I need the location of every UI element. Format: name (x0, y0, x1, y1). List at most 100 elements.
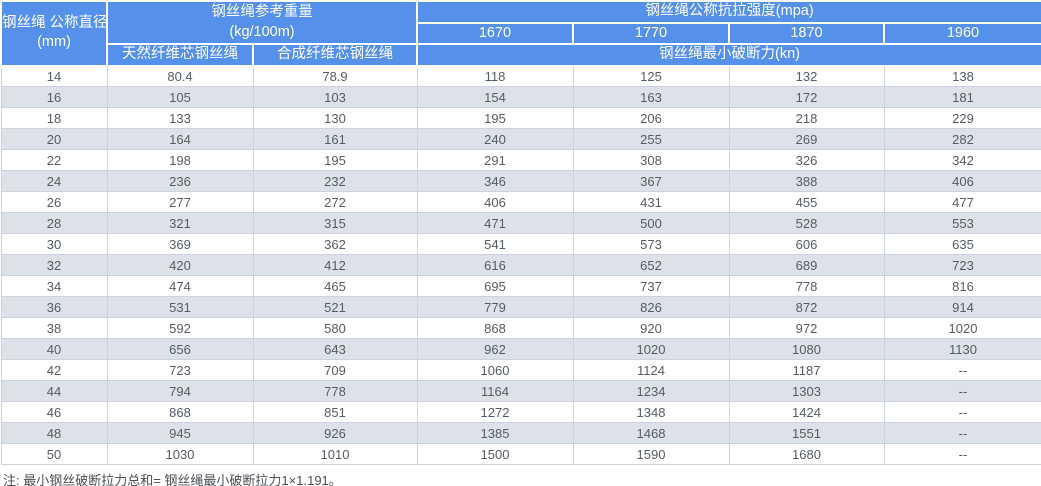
cell-value: 689 (728, 254, 885, 277)
cell-value: 1234 (572, 380, 730, 403)
cell-value: 1590 (572, 443, 730, 466)
cell-value: 474 (106, 275, 254, 298)
cell-value: 1680 (728, 443, 885, 466)
cell-value: 1030 (106, 443, 254, 466)
cell-value: 1124 (572, 359, 730, 382)
cell-value: 851 (252, 401, 418, 424)
header-weight-unit: (kg/100m) (229, 23, 295, 40)
cell-value: 282 (883, 128, 1041, 151)
table-row: 48 945 926 1385 1468 1551 -- (0, 422, 1041, 445)
cell-value: 531 (106, 296, 254, 319)
table-row: 42 723 709 1060 1124 1187 -- (0, 359, 1041, 382)
cell-value: 315 (252, 212, 418, 235)
cell-diameter: 28 (0, 212, 108, 235)
cell-diameter: 44 (0, 380, 108, 403)
cell-value: 1385 (416, 422, 574, 445)
cell-value: 972 (728, 317, 885, 340)
cell-value: 198 (106, 149, 254, 172)
table-row: 16 105 103 154 163 172 181 (0, 86, 1041, 109)
table-row: 32 420 412 616 652 689 723 (0, 254, 1041, 277)
cell-value: 1272 (416, 401, 574, 424)
cell-value: 778 (252, 380, 418, 403)
table-header: 钢丝绳 公称直径 (mm) 钢丝绳参考重量 (kg/100m) 钢丝绳公称抗拉强… (0, 0, 1041, 67)
cell-diameter: 40 (0, 338, 108, 361)
header-weight-group: 钢丝绳参考重量 (kg/100m) (106, 0, 418, 46)
cell-value: 1551 (728, 422, 885, 445)
cell-value: 321 (106, 212, 254, 235)
cell-value: 1303 (728, 380, 885, 403)
cell-value: 1020 (883, 317, 1041, 340)
cell-value: 125 (572, 65, 730, 88)
cell-value: 78.9 (252, 65, 418, 88)
cell-value: 154 (416, 86, 574, 109)
header-diameter-unit: (mm) (37, 34, 71, 51)
table-row: 44 794 778 1164 1234 1303 -- (0, 380, 1041, 403)
header-row-2: 1670 1770 1870 1960 (1, 21, 1041, 46)
cell-value: 868 (416, 317, 574, 340)
cell-value: 118 (416, 65, 574, 88)
cell-value: 80.4 (106, 65, 254, 88)
cell-value: 920 (572, 317, 730, 340)
cell-value: -- (883, 380, 1041, 403)
cell-value: 695 (416, 275, 574, 298)
cell-value: 1060 (416, 359, 574, 382)
header-strength-group: 钢丝绳公称抗拉强度(mpa) (416, 0, 1041, 24)
cell-value: 962 (416, 338, 574, 361)
cell-value: 592 (106, 317, 254, 340)
cell-value: 161 (252, 128, 418, 151)
cell-value: 181 (883, 86, 1041, 109)
cell-value: 778 (728, 275, 885, 298)
cell-value: 471 (416, 212, 574, 235)
cell-value: 232 (252, 170, 418, 193)
cell-value: 1187 (728, 359, 885, 382)
cell-value: 500 (572, 212, 730, 235)
cell-value: 652 (572, 254, 730, 277)
cell-value: 255 (572, 128, 730, 151)
header-synthetic-fiber-core: 合成纤维芯钢丝绳 (252, 43, 418, 67)
cell-value: 105 (106, 86, 254, 109)
cell-value: 723 (106, 359, 254, 382)
cell-diameter: 20 (0, 128, 108, 151)
cell-diameter: 22 (0, 149, 108, 172)
cell-value: 206 (572, 107, 730, 130)
cell-value: 229 (883, 107, 1041, 130)
cell-value: 1080 (728, 338, 885, 361)
cell-value: 133 (106, 107, 254, 130)
header-row-1: 钢丝绳 公称直径 (mm) 钢丝绳参考重量 (kg/100m) 钢丝绳公称抗拉强… (0, 0, 1041, 67)
table-row: 14 80.4 78.9 118 125 132 138 (0, 65, 1041, 88)
table-row: 30 369 362 541 573 606 635 (0, 233, 1041, 256)
cell-value: 103 (252, 86, 418, 109)
cell-value: 195 (416, 107, 574, 130)
cell-value: 573 (572, 233, 730, 256)
cell-value: 308 (572, 149, 730, 172)
table-row: 20 164 161 240 255 269 282 (0, 128, 1041, 151)
cell-value: -- (883, 359, 1041, 382)
cell-diameter: 46 (0, 401, 108, 424)
cell-value: 163 (572, 86, 730, 109)
cell-diameter: 14 (0, 65, 108, 88)
cell-diameter: 18 (0, 107, 108, 130)
cell-value: 130 (252, 107, 418, 130)
cell-value: 528 (728, 212, 885, 235)
cell-value: 277 (106, 191, 254, 214)
cell-value: 240 (416, 128, 574, 151)
cell-value: -- (883, 422, 1041, 445)
cell-value: 926 (252, 422, 418, 445)
cell-value: 431 (572, 191, 730, 214)
cell-diameter: 32 (0, 254, 108, 277)
cell-value: 872 (728, 296, 885, 319)
cell-value: 1164 (416, 380, 574, 403)
cell-value: 1348 (572, 401, 730, 424)
header-weight-label: 钢丝绳参考重量 (211, 4, 313, 20)
table-row: 40 656 643 962 1020 1080 1130 (0, 338, 1041, 361)
table-row: 22 198 195 291 308 326 342 (0, 149, 1041, 172)
cell-value: 723 (883, 254, 1041, 277)
cell-value: 521 (252, 296, 418, 319)
cell-value: 164 (106, 128, 254, 151)
cell-value: 269 (728, 128, 885, 151)
cell-diameter: 24 (0, 170, 108, 193)
cell-diameter: 48 (0, 422, 108, 445)
table-row: 38 592 580 868 920 972 1020 (0, 317, 1041, 340)
footnote: 注: 最小钢丝破断拉力总和= 钢丝绳最小破断拉力1×1.191。 (3, 473, 342, 486)
table-row: 18 133 130 195 206 218 229 (0, 107, 1041, 130)
